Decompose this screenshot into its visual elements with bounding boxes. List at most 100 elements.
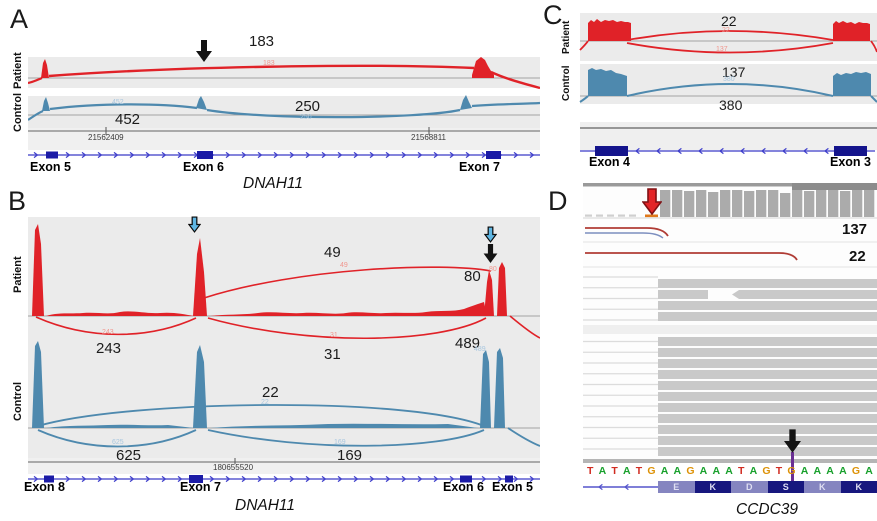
panel-c-patient-arc-137: [626, 42, 834, 54]
junction-count-label: 250: [295, 98, 321, 115]
panel-a-gene-model: [28, 151, 540, 159]
coordinate-label: 180655520: [213, 463, 254, 472]
panel-c-gene-model: [580, 146, 875, 156]
variant-position-line: [791, 452, 794, 492]
panel-b-patient-arc-49: [203, 266, 492, 299]
panel-a-plot: [28, 57, 540, 159]
panel-a-control-junction-arc-1: [49, 103, 198, 111]
read-bar: [658, 359, 877, 368]
panel-c-plot: [579, 13, 877, 156]
panel-d-junction-track-2: [585, 252, 798, 261]
junction-count-label: 625: [116, 447, 142, 464]
panel-c-exon3-box: [834, 146, 867, 156]
amino-acid-box: E: [658, 481, 695, 493]
junction-count-label: 183: [249, 33, 275, 50]
panel-d-junction-track-1: [585, 227, 669, 239]
panel-a-exon5-box: [46, 151, 58, 159]
sequence-base: A: [813, 465, 822, 478]
sequence-base: T: [738, 465, 745, 478]
peak-count-small-label: 489: [474, 346, 486, 353]
black-arrow-icon: [784, 429, 801, 453]
read-bar: [658, 425, 877, 434]
sequence-base: A: [660, 465, 669, 478]
panel-c-exon4-box: [595, 146, 628, 156]
junction-count-label: 31: [324, 346, 341, 363]
panel-a-control-coverage: [28, 95, 540, 121]
junction-arc-label: 169: [334, 439, 346, 446]
panel-a-control-label: Control: [12, 92, 24, 132]
panel-b-exon8-box: [44, 475, 54, 483]
black-arrow-icon: [196, 40, 212, 62]
read-bar: [658, 436, 877, 445]
sequence-base: T: [775, 465, 783, 478]
exon-label: Exon 6: [443, 480, 484, 494]
panel-b-letter: B: [8, 186, 27, 216]
panel-c-patient-label: Patient: [561, 20, 572, 54]
panel-c-control-arc-380: [626, 83, 834, 97]
panel-b-patient-coverage: [32, 224, 540, 340]
panel-a-letter: A: [10, 4, 29, 34]
panel-b-plot: [28, 217, 540, 483]
sequence-base: A: [673, 465, 682, 478]
coordinate-label: 21562409: [88, 133, 124, 142]
read-bar-with-notch: [732, 290, 877, 299]
read-bar: [658, 381, 877, 390]
junction-arc-label: 22: [261, 399, 269, 406]
read-bar: [658, 312, 877, 321]
read-bar: [658, 301, 877, 310]
sequence-base: A: [712, 465, 721, 478]
junction-arc-label: 183: [263, 60, 275, 67]
junction-count-label: 452: [115, 111, 141, 128]
panel-c-patient-coverage: [579, 19, 877, 54]
panel-a-control-junction-arc-2: [206, 108, 461, 119]
panel-c-letter: C: [543, 0, 563, 30]
sequence-base: T: [635, 465, 643, 478]
exon-label: Exon 8: [24, 480, 65, 494]
panel-a-patient-label: Patient: [12, 52, 24, 90]
read-bar: [658, 447, 877, 456]
panel-d-alignment: [583, 183, 877, 463]
sequence-base: G: [647, 465, 656, 478]
read-bar: [658, 337, 877, 346]
read-bar: [658, 348, 877, 357]
junction-arc-label: 243: [102, 329, 114, 336]
panel-b-exon5-box: [505, 475, 513, 483]
sequence-base: A: [826, 465, 834, 478]
read-bar: [658, 370, 877, 379]
panel-b-patient-label: Patient: [12, 256, 24, 294]
panel-b-exon7-box: [189, 475, 203, 483]
sequence-base: G: [851, 465, 861, 478]
panel-b-patient-arc-243: [35, 316, 197, 336]
amino-acid-box: K: [840, 481, 877, 493]
amino-acid-box: K: [804, 481, 841, 493]
sequence-base: A: [598, 465, 607, 478]
panel-b-ruler-bg: [28, 458, 540, 474]
panel-b-patient-arc-31: [207, 317, 487, 340]
junction-count-label: 169: [337, 447, 363, 464]
gene-name-label: DNAH11: [243, 175, 304, 192]
junction-count-label: 80: [464, 268, 481, 285]
sequence-base: A: [699, 465, 708, 478]
red-arrow-icon: [642, 188, 662, 215]
panel-b-control-label: Control: [12, 381, 24, 421]
gene-name-label: DNAH11: [235, 497, 296, 514]
read-bar: [658, 290, 708, 299]
exon-label: Exon 7: [180, 480, 221, 494]
panel-b-control-arc-169: [207, 429, 485, 447]
junction-count-label: 137: [722, 64, 746, 80]
junction-arc-label: 137: [716, 46, 728, 53]
panel-d-low-coverage-dashes: [585, 214, 636, 217]
panel-d-read-alignments: [583, 276, 877, 456]
sequence-base: A: [623, 465, 631, 478]
panel-b-control-coverage: [32, 341, 540, 448]
read-bar: [658, 403, 877, 412]
junction-arc-label: 452: [112, 99, 124, 106]
panel-b-control-arc-22: [37, 404, 485, 427]
exon-label: Exon 3: [830, 155, 871, 169]
junction-arc-label: 625: [112, 439, 124, 446]
panel-d-coverage-track: [660, 190, 875, 217]
panel-c-control-label: Control: [561, 65, 572, 101]
read-bar: [658, 392, 877, 401]
peak-count-label: 489: [455, 335, 481, 352]
